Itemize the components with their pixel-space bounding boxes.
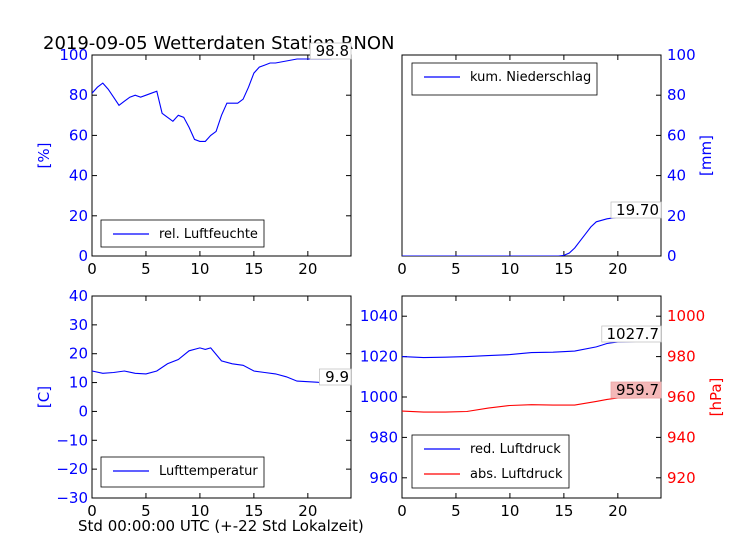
x-axis-label: Std 00:00:00 UTC (+-22 Std Lokalzeit) [78, 517, 364, 535]
temperature-ytick-label: 10 [69, 374, 88, 392]
humidity-xtick-label: 0 [87, 260, 97, 278]
temperature-y-axis-label: [C] [35, 386, 53, 408]
pressure-ytick-right-label: 1000 [667, 307, 705, 325]
pressure-xtick-label: 15 [554, 502, 573, 520]
humidity-ytick-label: 60 [69, 126, 88, 144]
humidity-y-axis-label: [%] [35, 143, 53, 169]
humidity-ytick-label: 80 [69, 86, 88, 104]
pressure-y-axis-label: [hPa] [707, 378, 725, 417]
temperature-xtick-label: 5 [141, 502, 151, 520]
temperature-xtick-label: 0 [87, 502, 97, 520]
pressure-series-line-1 [402, 397, 661, 413]
pressure-legend-box [411, 434, 570, 489]
pressure-legend-label: red. Luftdruck [470, 442, 561, 457]
pressure-xtick-label: 10 [500, 502, 519, 520]
temperature-ytick-label: 0 [78, 402, 88, 420]
temperature-xtick-label: 20 [298, 502, 317, 520]
temperature-annotation: 9.9 [325, 368, 349, 386]
temperature-ytick-label: 20 [69, 345, 88, 363]
precip-xtick-label: 10 [500, 260, 519, 278]
precip-xtick-label: 0 [397, 260, 407, 278]
temperature-xtick-label: 10 [190, 502, 209, 520]
humidity-legend-label: rel. Luftfeuchte [159, 227, 258, 242]
precip-legend-label: kum. Niederschlag [470, 70, 591, 85]
precip-y-axis-label: [mm] [697, 135, 715, 176]
humidity-ytick-label: 100 [59, 46, 88, 64]
precip-ytick-label: 40 [667, 167, 686, 185]
pressure-ytick-right-label: 960 [667, 388, 696, 406]
pressure-ytick-label: 1040 [360, 307, 398, 325]
pressure-series-line-0 [402, 340, 661, 359]
pressure-annotation: 1027.7 [607, 325, 660, 343]
humidity-xtick-label: 20 [298, 260, 317, 278]
pressure-ytick-right-label: 980 [667, 348, 696, 366]
precip-legend-box [411, 62, 598, 96]
temperature-xtick-label: 15 [244, 502, 263, 520]
precip-series-line-0 [402, 215, 661, 256]
figure-title: 2019-09-05 Wetterdaten Station RNON [43, 33, 394, 54]
humidity-series-line-0 [92, 56, 351, 142]
precip-xtick-label: 5 [451, 260, 461, 278]
precip-ytick-label: 100 [667, 46, 696, 64]
temperature-ytick-label: −30 [56, 489, 88, 507]
humidity-ytick-label: 0 [78, 247, 88, 265]
humidity-xtick-label: 10 [190, 260, 209, 278]
pressure-ytick-label: 1020 [360, 348, 398, 366]
temperature-ytick-label: −10 [56, 431, 88, 449]
pressure-ytick-right-label: 920 [667, 469, 696, 487]
pressure-annotation-box [601, 325, 662, 343]
pressure-xtick-label: 0 [397, 502, 407, 520]
precip-annotation-box [610, 201, 662, 219]
humidity-ytick-label: 40 [69, 167, 88, 185]
temperature-annotation-box [319, 368, 352, 386]
temperature-series-line-0 [92, 347, 351, 384]
humidity-annotation: 98.8 [316, 42, 349, 60]
pressure-xtick-label: 20 [608, 502, 627, 520]
pressure-ytick-label: 1000 [360, 388, 398, 406]
pressure-ytick-label: 960 [369, 469, 398, 487]
temperature-ytick-label: 40 [69, 287, 88, 305]
precip-ytick-label: 20 [667, 207, 686, 225]
pressure-xtick-label: 5 [451, 502, 461, 520]
humidity-annotation-box [309, 42, 352, 60]
precip-xtick-label: 15 [554, 260, 573, 278]
pressure-annotation: 959.7 [616, 381, 659, 399]
humidity-axes-frame [91, 54, 352, 257]
precip-annotation: 19.70 [616, 201, 659, 219]
temperature-legend-box [100, 456, 265, 488]
temperature-ytick-label: −20 [56, 460, 88, 478]
precip-ytick-label: 60 [667, 126, 686, 144]
pressure-legend-label: abs. Luftdruck [470, 467, 563, 482]
precip-ytick-label: 0 [667, 247, 677, 265]
pressure-annotation-box [610, 381, 662, 399]
temperature-axes-frame [91, 295, 352, 499]
precip-xtick-label: 20 [608, 260, 627, 278]
temperature-legend-label: Lufttemperatur [159, 464, 258, 479]
precip-ytick-label: 80 [667, 86, 686, 104]
humidity-ytick-label: 20 [69, 207, 88, 225]
pressure-ytick-right-label: 940 [667, 428, 696, 446]
humidity-xtick-label: 5 [141, 260, 151, 278]
temperature-ytick-label: 30 [69, 316, 88, 334]
humidity-xtick-label: 15 [244, 260, 263, 278]
pressure-ytick-label: 980 [369, 428, 398, 446]
